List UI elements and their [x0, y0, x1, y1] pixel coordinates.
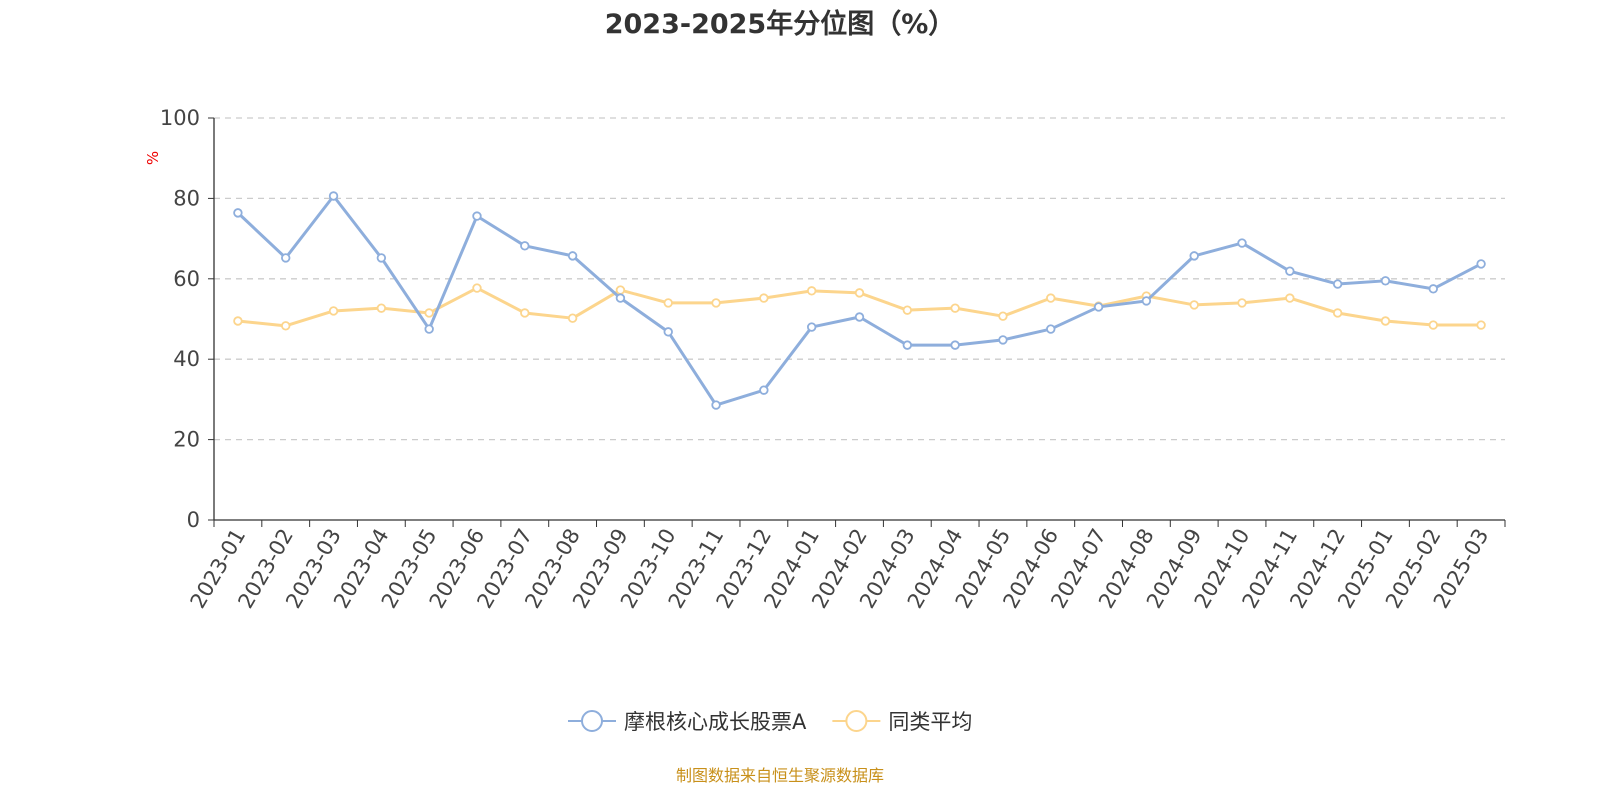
data-point [376, 303, 387, 313]
y-axis-label: % [144, 151, 162, 165]
data-point [1380, 316, 1391, 326]
data-point [281, 253, 291, 263]
data-point [472, 283, 482, 293]
data-point [1046, 293, 1056, 303]
data-point [1237, 238, 1247, 248]
data-point [615, 285, 626, 295]
data-point [281, 321, 291, 331]
y-tick-label: 80 [173, 186, 200, 210]
chart-title: 2023-2025年分位图（%） [604, 9, 956, 40]
y-tick-label: 0 [187, 508, 200, 532]
data-point [1189, 300, 1199, 310]
data-point [472, 211, 482, 221]
y-tick-label: 40 [173, 347, 200, 371]
data-point [1141, 296, 1152, 306]
data-point [1428, 320, 1438, 330]
data-point [520, 308, 530, 318]
data-point [902, 305, 913, 315]
legend-marker [845, 710, 868, 732]
data-point [376, 253, 387, 263]
legend-marker [581, 710, 603, 732]
data-point [424, 324, 434, 334]
data-point [711, 400, 721, 410]
data-point [1332, 308, 1343, 318]
data-point [663, 327, 673, 337]
data-point [759, 385, 769, 395]
data-point [1476, 259, 1486, 269]
data-point [759, 293, 769, 303]
y-tick-label: 100 [160, 106, 200, 130]
data-point [1093, 302, 1104, 312]
legend-label: 同类平均 [888, 710, 972, 734]
data-point [1237, 298, 1247, 308]
y-tick-label: 20 [173, 428, 200, 452]
data-point [950, 303, 960, 313]
data-point [233, 208, 243, 218]
data-point [711, 298, 721, 308]
data-point [567, 251, 578, 261]
data-point [854, 288, 865, 298]
data-point [520, 241, 530, 251]
data-point [328, 306, 339, 316]
data-point [1476, 320, 1486, 330]
data-point [1046, 324, 1056, 334]
data-point [1189, 251, 1199, 261]
data-point [1285, 293, 1295, 303]
data-point [567, 313, 578, 323]
data-point [854, 312, 865, 322]
data-point [1428, 284, 1438, 294]
data-point [950, 340, 960, 350]
data-point [1332, 279, 1343, 289]
y-tick-label: 60 [173, 267, 200, 291]
data-point [998, 335, 1008, 345]
data-point [233, 316, 243, 326]
legend-label: 摩根核心成长股票A [624, 710, 807, 734]
data-point [1380, 276, 1391, 286]
data-point [998, 311, 1008, 321]
data-point [328, 191, 339, 201]
data-point [902, 340, 913, 350]
data-source-footer: 制图数据来自恒生聚源数据库 [675, 766, 884, 785]
data-point [663, 298, 673, 308]
data-point [424, 308, 434, 318]
data-point [806, 322, 817, 332]
data-point [1285, 266, 1295, 276]
data-point [615, 293, 626, 303]
data-point [806, 286, 817, 296]
